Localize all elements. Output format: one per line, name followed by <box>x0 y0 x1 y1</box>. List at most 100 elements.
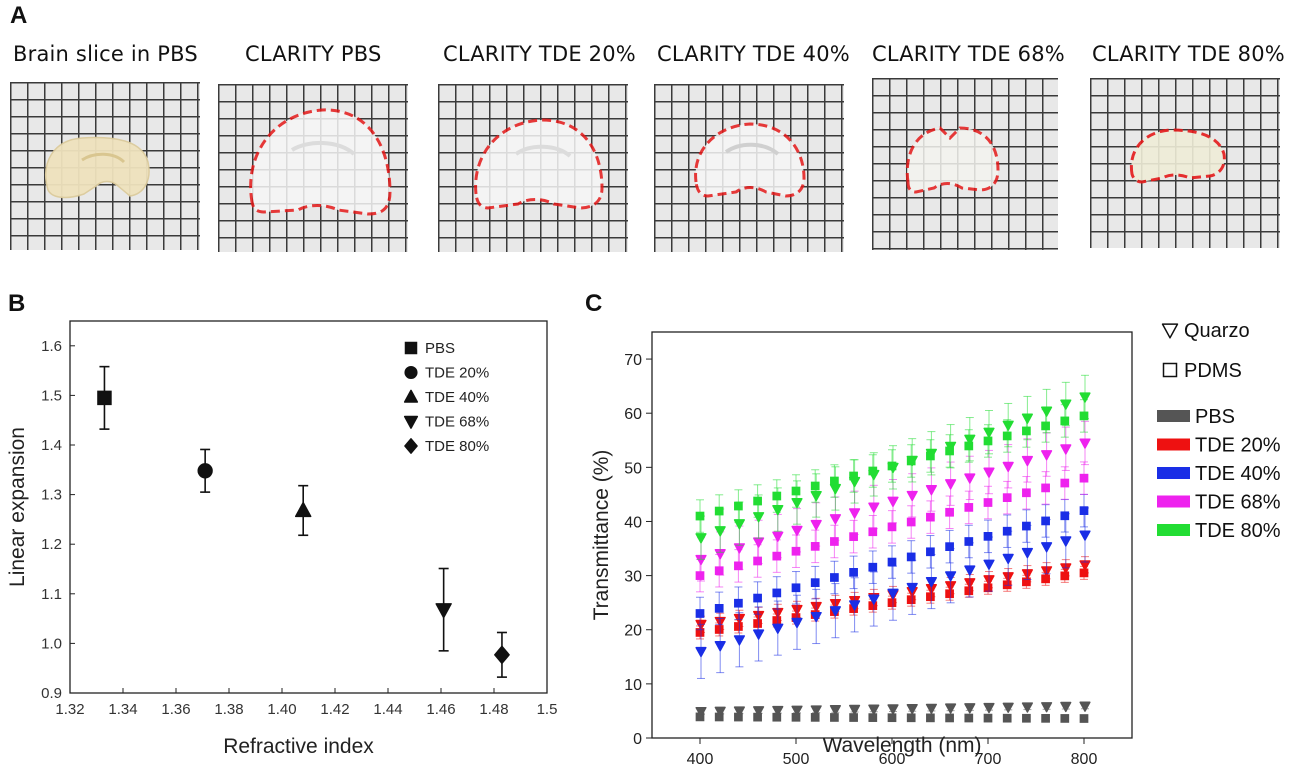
data-point-pdms <box>945 507 954 517</box>
data-point-pdms <box>849 532 858 541</box>
y-tick-label: 1.1 <box>41 586 62 603</box>
data-point-quarzo <box>964 565 976 576</box>
data-point-pdms <box>830 537 839 546</box>
data-point-pdms <box>1041 483 1050 493</box>
data-point-pdms <box>926 713 935 723</box>
data-point-pdms <box>830 476 839 486</box>
data-point-quarzo <box>810 490 822 502</box>
data-point-quarzo <box>791 705 803 716</box>
data-point-pdms <box>887 713 897 723</box>
y-tick-label: 60 <box>624 406 642 423</box>
data-point-quarzo <box>964 434 976 445</box>
data-point-quarzo <box>1060 536 1072 547</box>
data-point-pdms <box>887 598 897 608</box>
data-point-pdms <box>1079 506 1089 515</box>
data-point-quarzo <box>1041 542 1053 553</box>
data-point-quarzo <box>829 705 841 716</box>
data-point-pdms <box>964 537 974 546</box>
data-point-quarzo <box>945 703 957 714</box>
data-point-quarzo <box>1079 438 1091 449</box>
panel-letter-c: C <box>585 290 603 317</box>
legend-label: PDMS <box>1184 360 1242 382</box>
legend-swatch <box>1157 438 1190 451</box>
data-point-pdms <box>1002 431 1012 441</box>
data-point-pdms <box>734 712 743 722</box>
data-point-pdms <box>1002 526 1012 536</box>
x-axis-label: Refractive index <box>223 735 374 758</box>
data-point-quarzo <box>772 531 784 542</box>
data-point-pdms <box>1022 713 1031 723</box>
data-point-pdms <box>983 532 993 541</box>
legend-label: TDE 68% <box>425 414 489 431</box>
data-point-pdms <box>772 551 782 561</box>
data-point-quarzo <box>906 490 918 502</box>
data-point-pdms <box>695 511 705 521</box>
data-point-quarzo <box>1021 455 1033 467</box>
panel-a-photos: A Brain slice in PBS CLARITY PBS CLARITY… <box>0 0 1300 270</box>
panel-letter-b: B <box>8 290 26 317</box>
data-point-quarzo <box>906 582 918 594</box>
data-point-pdms <box>830 573 839 582</box>
data-point-pdms <box>983 498 993 507</box>
photo-brain-slice-pbs <box>10 82 200 250</box>
x-tick-label: 1.40 <box>267 701 296 718</box>
legend-swatch <box>1157 467 1190 479</box>
data-point-quarzo <box>1079 701 1091 712</box>
legend-label: TDE 68% <box>1195 492 1281 514</box>
photo-label: CLARITY TDE 80% <box>1092 42 1285 66</box>
x-tick-label: 1.5 <box>537 701 558 718</box>
data-point-quarzo <box>887 496 899 507</box>
data-point-quarzo <box>1079 392 1091 403</box>
data-point-quarzo <box>791 525 803 537</box>
data-point-quarzo <box>772 623 784 634</box>
y-tick-label: 30 <box>624 569 642 586</box>
data-point-pdms <box>1060 478 1070 488</box>
data-point-pdms <box>868 562 878 572</box>
data-point-pdms <box>906 456 916 466</box>
data-point-quarzo <box>983 559 995 570</box>
data-point-quarzo <box>695 706 707 718</box>
y-tick-label: 1.6 <box>41 338 62 355</box>
y-tick-label: 50 <box>624 460 642 477</box>
data-point-quarzo <box>868 704 880 715</box>
data-point-pdms <box>1022 577 1031 587</box>
tissue-sample-outlined <box>905 126 1000 194</box>
data-point-pdms <box>772 712 782 722</box>
photo-clarity-pbs <box>218 84 408 252</box>
data-point-pdms <box>1041 516 1050 526</box>
data-point-pdms <box>714 604 724 613</box>
data-point-pdms <box>791 583 801 593</box>
tissue-sample-outlined <box>694 122 806 198</box>
data-point-quarzo <box>753 706 765 717</box>
data-point-quarzo <box>810 611 822 623</box>
data-point-quarzo <box>1021 547 1033 559</box>
data-point-pdms <box>887 557 897 567</box>
data-point-quarzo <box>714 706 726 717</box>
data-point <box>294 501 312 518</box>
data-point-pdms <box>983 436 993 446</box>
data-point-pdms <box>734 501 743 511</box>
data-point-pdms <box>926 547 935 557</box>
data-point-pdms <box>926 512 935 522</box>
data-point-quarzo <box>733 519 745 530</box>
data-point-pdms <box>734 561 743 571</box>
data-point-quarzo <box>733 635 745 646</box>
chart-b-linear-expansion: 1.32 1.34 1.36 1.38 1.40 1.42 1.44 1.46 1.48 1.5 0… <box>6 320 558 758</box>
data-point-pdms <box>810 542 820 551</box>
data-point-quarzo <box>1041 450 1053 461</box>
data-point-pdms <box>810 713 820 722</box>
data-point-pdms <box>945 446 954 456</box>
tissue-sample-outlined <box>474 118 604 210</box>
data-point-quarzo <box>1002 420 1014 431</box>
x-tick-label: 1.38 <box>214 701 243 718</box>
x-tick-label: 1.36 <box>161 701 190 718</box>
data-point-quarzo <box>733 706 745 717</box>
data-point-pdms <box>714 712 724 722</box>
data-point-pdms <box>810 481 820 491</box>
x-tick-label: 1.44 <box>373 701 402 718</box>
x-tick-label: 600 <box>879 751 906 766</box>
x-tick-label: 700 <box>975 751 1002 766</box>
photo-clarity-tde-68 <box>872 78 1058 250</box>
data-point-pdms <box>753 496 762 506</box>
data-point-quarzo <box>964 703 976 714</box>
